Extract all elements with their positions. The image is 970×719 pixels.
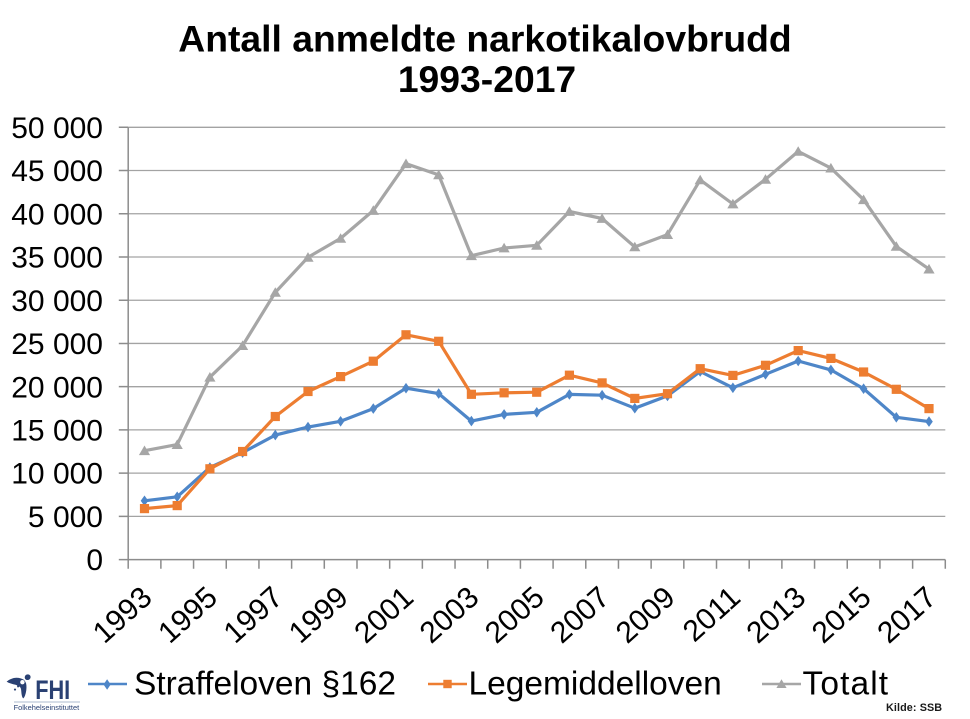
svg-text:45 000: 45 000 [11,155,103,188]
svg-text:25 000: 25 000 [11,328,103,361]
svg-text:Antall anmeldte narkotikalovbr: Antall anmeldte narkotikalovbrudd [178,18,791,60]
svg-text:0: 0 [86,544,103,577]
svg-text:30 000: 30 000 [11,285,103,318]
svg-text:40 000: 40 000 [11,198,103,231]
svg-text:Kilde: SSB: Kilde: SSB [886,702,942,714]
svg-text:FHI: FHI [35,674,70,705]
svg-text:5 000: 5 000 [28,501,103,534]
svg-text:Legemiddelloven: Legemiddelloven [469,666,722,703]
svg-text:Folkehelseinstituttet: Folkehelseinstituttet [14,703,80,712]
svg-text:35 000: 35 000 [11,242,103,275]
svg-text:20 000: 20 000 [11,371,103,404]
svg-text:1993-2017: 1993-2017 [398,58,576,100]
svg-text:Totalt: Totalt [803,666,890,703]
svg-text:15 000: 15 000 [11,415,103,448]
svg-text:50 000: 50 000 [11,112,103,145]
svg-text:10 000: 10 000 [11,458,103,491]
svg-text:Straffeloven §162: Straffeloven §162 [134,666,396,703]
